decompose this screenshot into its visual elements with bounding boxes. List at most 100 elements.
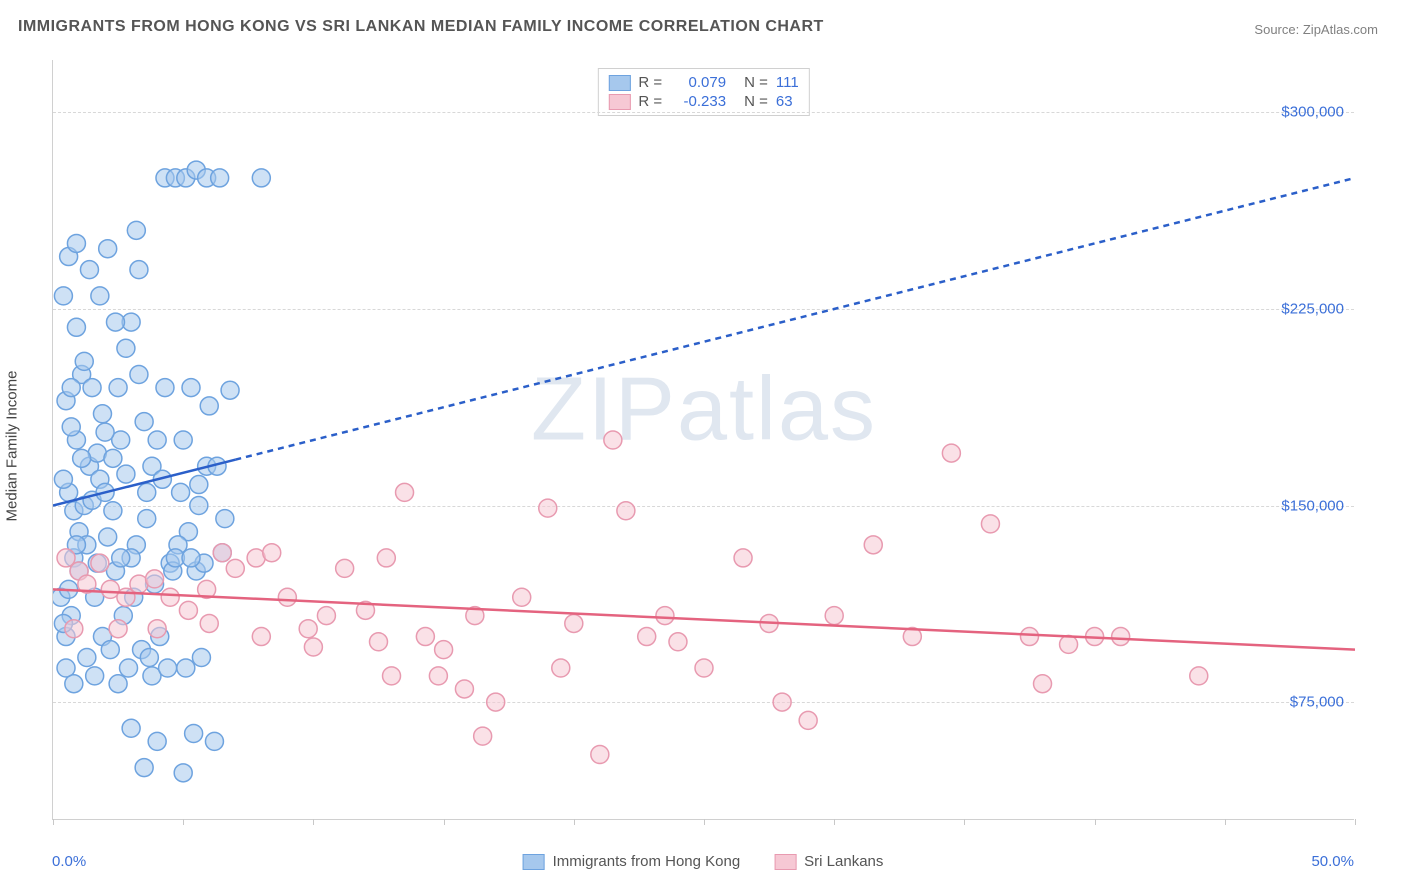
data-point xyxy=(65,675,83,693)
data-point xyxy=(825,607,843,625)
data-point xyxy=(174,431,192,449)
data-point xyxy=(299,620,317,638)
data-point xyxy=(221,381,239,399)
data-point xyxy=(656,607,674,625)
data-point xyxy=(62,418,80,436)
data-point xyxy=(252,169,270,187)
data-point xyxy=(617,502,635,520)
data-point xyxy=(1034,675,1052,693)
data-point xyxy=(127,221,145,239)
data-point xyxy=(604,431,622,449)
legend-series-label: Immigrants from Hong Kong xyxy=(553,853,741,870)
data-point xyxy=(75,352,93,370)
data-point xyxy=(211,169,229,187)
data-point xyxy=(539,499,557,517)
data-point xyxy=(159,659,177,677)
data-point xyxy=(177,659,195,677)
data-point xyxy=(190,476,208,494)
y-axis-title: Median Family Income xyxy=(4,371,21,522)
data-point xyxy=(117,465,135,483)
data-point xyxy=(109,675,127,693)
data-point xyxy=(226,559,244,577)
data-point xyxy=(252,628,270,646)
data-point xyxy=(140,649,158,667)
data-point xyxy=(174,764,192,782)
data-point xyxy=(91,554,109,572)
data-point xyxy=(106,313,124,331)
data-point xyxy=(109,379,127,397)
data-point xyxy=(1190,667,1208,685)
data-point xyxy=(109,620,127,638)
data-point xyxy=(213,544,231,562)
data-point xyxy=(370,633,388,651)
data-point xyxy=(67,318,85,336)
data-point xyxy=(435,641,453,659)
data-point xyxy=(138,510,156,528)
data-point xyxy=(182,379,200,397)
data-point xyxy=(565,614,583,632)
data-point xyxy=(135,413,153,431)
data-point xyxy=(864,536,882,554)
data-point xyxy=(122,719,140,737)
data-point xyxy=(396,483,414,501)
data-point xyxy=(83,379,101,397)
data-point xyxy=(93,405,111,423)
data-point xyxy=(120,659,138,677)
legend-series: Immigrants from Hong Kong Sri Lankans xyxy=(523,853,884,870)
data-point xyxy=(156,379,174,397)
data-point xyxy=(135,759,153,777)
data-point xyxy=(86,667,104,685)
legend-series-item: Sri Lankans xyxy=(774,853,883,870)
data-point xyxy=(148,431,166,449)
data-point xyxy=(67,234,85,252)
data-point xyxy=(96,423,114,441)
data-point xyxy=(1112,628,1130,646)
legend-swatch xyxy=(523,854,545,870)
data-point xyxy=(148,732,166,750)
data-point xyxy=(981,515,999,533)
data-point xyxy=(942,444,960,462)
data-point xyxy=(377,549,395,567)
legend-series-item: Immigrants from Hong Kong xyxy=(523,853,741,870)
data-point xyxy=(179,601,197,619)
data-point xyxy=(734,549,752,567)
data-point xyxy=(172,483,190,501)
data-point xyxy=(62,379,80,397)
data-point xyxy=(54,470,72,488)
data-point xyxy=(591,745,609,763)
data-point xyxy=(638,628,656,646)
data-point xyxy=(101,641,119,659)
legend-series-label: Sri Lankans xyxy=(804,853,883,870)
trend-line-solid xyxy=(53,589,1355,649)
data-point xyxy=(130,261,148,279)
data-point xyxy=(182,549,200,567)
data-point xyxy=(695,659,713,677)
data-point xyxy=(278,588,296,606)
chart-title: IMMIGRANTS FROM HONG KONG VS SRI LANKAN … xyxy=(18,18,824,36)
data-point xyxy=(80,261,98,279)
data-point xyxy=(112,549,130,567)
data-point xyxy=(78,649,96,667)
data-point xyxy=(669,633,687,651)
data-point xyxy=(192,649,210,667)
data-point xyxy=(1021,628,1039,646)
data-point xyxy=(773,693,791,711)
data-point xyxy=(455,680,473,698)
data-point xyxy=(513,588,531,606)
data-point xyxy=(161,588,179,606)
x-axis-min-label: 0.0% xyxy=(52,853,86,870)
data-point xyxy=(73,449,91,467)
data-point xyxy=(190,497,208,515)
data-point xyxy=(117,339,135,357)
data-point xyxy=(148,620,166,638)
data-point xyxy=(474,727,492,745)
data-point xyxy=(383,667,401,685)
data-point xyxy=(104,449,122,467)
data-point xyxy=(138,483,156,501)
data-point xyxy=(1060,635,1078,653)
data-point xyxy=(336,559,354,577)
data-point xyxy=(65,620,83,638)
data-point xyxy=(317,607,335,625)
source-citation: Source: ZipAtlas.com xyxy=(1254,22,1378,37)
trend-line-dashed xyxy=(235,178,1355,460)
